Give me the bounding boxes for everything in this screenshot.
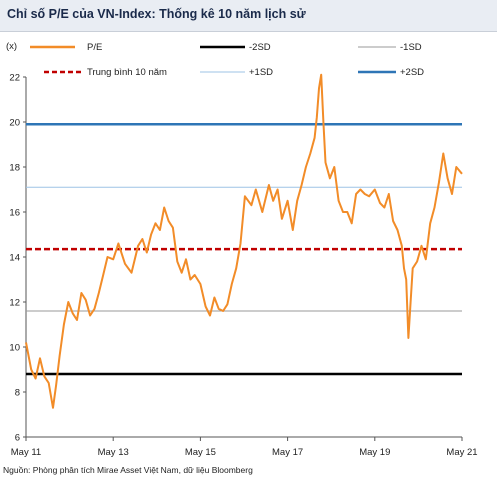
chart-title: Chỉ số P/E của VN-Index: Thống kê 10 năm…	[7, 7, 306, 21]
x-tick-label: May 13	[98, 447, 129, 458]
series-line-pe	[25, 73, 463, 409]
y-tick-label: 6	[15, 433, 20, 444]
y-tick-label: 8	[15, 388, 20, 399]
legend-label-minus1sd: -1SD	[400, 42, 422, 53]
legend-label-pe: P/E	[87, 42, 102, 53]
y-tick-label: 12	[9, 298, 20, 309]
y-tick-label: 10	[9, 343, 20, 354]
title-bar	[0, 0, 497, 31]
pe-chart: P/E -2SD -1SD Trung bình 10 năm +1SD +2S…	[6, 41, 478, 459]
x-tick-label: May 17	[272, 447, 303, 458]
x-tick-label: May 11	[11, 447, 41, 458]
legend-label-plus1sd: +1SD	[249, 67, 273, 78]
plot-area: 6 8 10 12 14 16 18 20 22 May 11 May 13 May 15 May 17…	[9, 73, 477, 459]
x-tick-label: May 15	[185, 447, 216, 458]
legend-label-minus2sd: -2SD	[249, 42, 271, 53]
y-axis-unit: (x)	[6, 41, 17, 52]
y-tick-label: 22	[9, 73, 20, 84]
source-note: Nguồn: Phòng phân tích Mirae Asset Việt …	[3, 465, 253, 475]
legend: P/E -2SD -1SD Trung bình 10 năm +1SD +2S…	[30, 42, 424, 78]
legend-label-mean: Trung bình 10 năm	[87, 67, 167, 78]
y-tick-label: 20	[9, 118, 20, 129]
x-tick-label: May 21	[446, 447, 477, 458]
title-divider	[0, 31, 497, 32]
y-tick-label: 16	[9, 208, 20, 219]
legend-label-plus2sd: +2SD	[400, 67, 424, 78]
y-tick-label: 18	[9, 163, 20, 174]
y-tick-label: 14	[9, 253, 20, 264]
x-tick-label: May 19	[359, 447, 390, 458]
